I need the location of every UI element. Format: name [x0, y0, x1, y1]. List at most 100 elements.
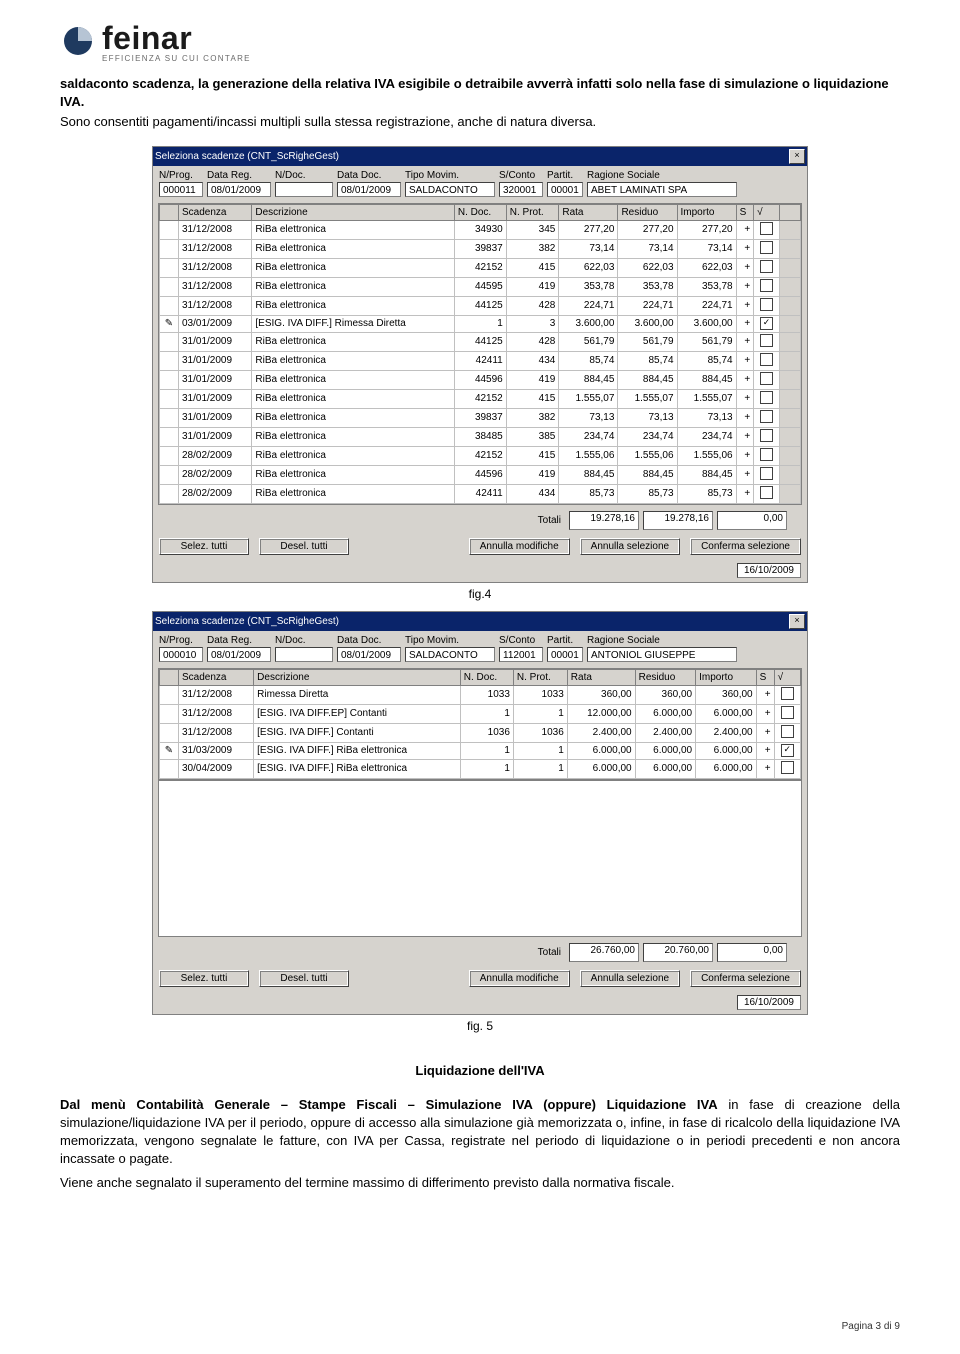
- confirm-selection-button[interactable]: Conferma selezione: [690, 970, 801, 987]
- deselect-all-button[interactable]: Desel. tutti: [259, 970, 349, 987]
- ragione-input[interactable]: ANTONIOL GIUSEPPE: [587, 647, 737, 662]
- footer-date: 16/10/2009: [737, 563, 801, 578]
- cancel-selection-button[interactable]: Annulla selezione: [580, 970, 680, 987]
- tipo-input[interactable]: SALDACONTO: [405, 647, 495, 662]
- checkbox[interactable]: [781, 725, 794, 738]
- table-row[interactable]: ✎31/03/2009[ESIG. IVA DIFF.] RiBa elettr…: [160, 742, 801, 759]
- checkbox[interactable]: [760, 279, 773, 292]
- column-header: [160, 204, 179, 220]
- checkbox[interactable]: [760, 448, 773, 461]
- total-3: 0,00: [717, 943, 787, 962]
- table-row[interactable]: 31/12/2008[ESIG. IVA DIFF.EP] Contanti11…: [160, 704, 801, 723]
- logo-icon: [60, 21, 96, 57]
- checkbox[interactable]: [781, 744, 794, 757]
- total-2: 19.278,16: [643, 511, 713, 530]
- datadoc-input[interactable]: 08/01/2009: [337, 182, 401, 197]
- table-row[interactable]: 31/12/2008RiBa elettronica42152415622,03…: [160, 258, 801, 277]
- fig-caption-4: fig.4: [60, 587, 900, 601]
- table-row[interactable]: 31/01/2009RiBa elettronica38485385234,74…: [160, 427, 801, 446]
- total-1: 26.760,00: [569, 943, 639, 962]
- ndoc-input[interactable]: [275, 182, 333, 197]
- column-header: [780, 204, 801, 220]
- totals-row: Totali 19.278,16 19.278,16 0,00: [153, 505, 807, 534]
- checkbox[interactable]: [760, 486, 773, 499]
- tipo-input[interactable]: SALDACONTO: [405, 182, 495, 197]
- titlebar: Seleziona scadenze (CNT_ScRigheGest) ×: [153, 612, 807, 631]
- checkbox[interactable]: [760, 241, 773, 254]
- table-row[interactable]: 31/01/2009RiBa elettronica44125428561,79…: [160, 332, 801, 351]
- page-number: Pagina 3 di 9: [842, 1321, 900, 1332]
- column-header: Scadenza: [179, 204, 252, 220]
- table-row[interactable]: 31/01/2009RiBa elettronica3983738273,137…: [160, 408, 801, 427]
- checkbox[interactable]: [760, 317, 773, 330]
- partit-input[interactable]: 00001: [547, 182, 583, 197]
- table-row[interactable]: 31/01/2009RiBa elettronica421524151.555,…: [160, 389, 801, 408]
- column-header: S: [736, 204, 754, 220]
- datareg-input[interactable]: 08/01/2009: [207, 647, 271, 662]
- ndoc-input[interactable]: [275, 647, 333, 662]
- table-row[interactable]: 31/01/2009RiBa elettronica44596419884,45…: [160, 370, 801, 389]
- intro-bold: saldaconto scadenza, la generazione dell…: [60, 75, 900, 111]
- table-row[interactable]: 31/12/2008RiBa elettronica34930345277,20…: [160, 220, 801, 239]
- checkbox[interactable]: [760, 353, 773, 366]
- cancel-changes-button[interactable]: Annulla modifiche: [469, 538, 570, 555]
- table-row[interactable]: 30/04/2009[ESIG. IVA DIFF.] RiBa elettro…: [160, 759, 801, 778]
- select-all-button[interactable]: Selez. tutti: [159, 970, 249, 987]
- titlebar: Seleziona scadenze (CNT_ScRigheGest) ×: [153, 147, 807, 166]
- table-row[interactable]: 28/02/2009RiBa elettronica421524151.555,…: [160, 446, 801, 465]
- checkbox[interactable]: [760, 298, 773, 311]
- table-row[interactable]: 28/02/2009RiBa elettronica44596419884,45…: [160, 465, 801, 484]
- checkbox[interactable]: [760, 467, 773, 480]
- checkbox[interactable]: [781, 706, 794, 719]
- column-header: [160, 669, 179, 685]
- checkbox[interactable]: [760, 334, 773, 347]
- table-row[interactable]: 31/12/2008RiBa elettronica3983738273,147…: [160, 239, 801, 258]
- table-row[interactable]: 31/12/2008[ESIG. IVA DIFF.] Contanti1036…: [160, 723, 801, 742]
- column-header: N. Prot.: [506, 204, 559, 220]
- column-header: Descrizione: [254, 669, 461, 685]
- window-2: Seleziona scadenze (CNT_ScRigheGest) × N…: [152, 611, 808, 1015]
- table-row[interactable]: 31/12/2008Rimessa Diretta10331033360,003…: [160, 685, 801, 704]
- checkbox[interactable]: [760, 222, 773, 235]
- sconto-input[interactable]: 112001: [499, 647, 543, 662]
- fig-caption-5: fig. 5: [60, 1019, 900, 1033]
- datadoc-input[interactable]: 08/01/2009: [337, 647, 401, 662]
- checkbox[interactable]: [760, 391, 773, 404]
- table-row[interactable]: 31/01/2009RiBa elettronica4241143485,748…: [160, 351, 801, 370]
- total-3: 0,00: [717, 511, 787, 530]
- checkbox[interactable]: [760, 372, 773, 385]
- checkbox[interactable]: [760, 260, 773, 273]
- cancel-changes-button[interactable]: Annulla modifiche: [469, 970, 570, 987]
- button-row: Selez. tutti Desel. tutti Annulla modifi…: [153, 966, 807, 993]
- datareg-input[interactable]: 08/01/2009: [207, 182, 271, 197]
- partit-input[interactable]: 00001: [547, 647, 583, 662]
- window-title: Seleziona scadenze (CNT_ScRigheGest): [155, 151, 339, 162]
- column-header: Rata: [567, 669, 635, 685]
- checkbox[interactable]: [760, 429, 773, 442]
- cancel-selection-button[interactable]: Annulla selezione: [580, 538, 680, 555]
- ragione-input[interactable]: ABET LAMINATI SPA: [587, 182, 737, 197]
- table-row[interactable]: 31/12/2008RiBa elettronica44595419353,78…: [160, 277, 801, 296]
- section-title: Liquidazione dell'IVA: [60, 1063, 900, 1078]
- nprog-input[interactable]: 000011: [159, 182, 203, 197]
- select-all-button[interactable]: Selez. tutti: [159, 538, 249, 555]
- checkbox[interactable]: [760, 410, 773, 423]
- window-title: Seleziona scadenze (CNT_ScRigheGest): [155, 616, 339, 627]
- nprog-input[interactable]: 000010: [159, 647, 203, 662]
- sconto-input[interactable]: 320001: [499, 182, 543, 197]
- column-header: √: [774, 669, 800, 685]
- table-row[interactable]: 31/12/2008RiBa elettronica44125428224,71…: [160, 296, 801, 315]
- column-header: √: [754, 204, 780, 220]
- close-icon[interactable]: ×: [789, 149, 805, 164]
- table-row[interactable]: ✎03/01/2009[ESIG. IVA DIFF.] Rimessa Dir…: [160, 315, 801, 332]
- column-header: N. Doc.: [454, 204, 506, 220]
- total-1: 19.278,16: [569, 511, 639, 530]
- logo-text: feinar: [102, 20, 192, 57]
- checkbox[interactable]: [781, 761, 794, 774]
- close-icon[interactable]: ×: [789, 614, 805, 629]
- table-row[interactable]: 28/02/2009RiBa elettronica4241143485,738…: [160, 484, 801, 503]
- footer-date: 16/10/2009: [737, 995, 801, 1010]
- checkbox[interactable]: [781, 687, 794, 700]
- confirm-selection-button[interactable]: Conferma selezione: [690, 538, 801, 555]
- deselect-all-button[interactable]: Desel. tutti: [259, 538, 349, 555]
